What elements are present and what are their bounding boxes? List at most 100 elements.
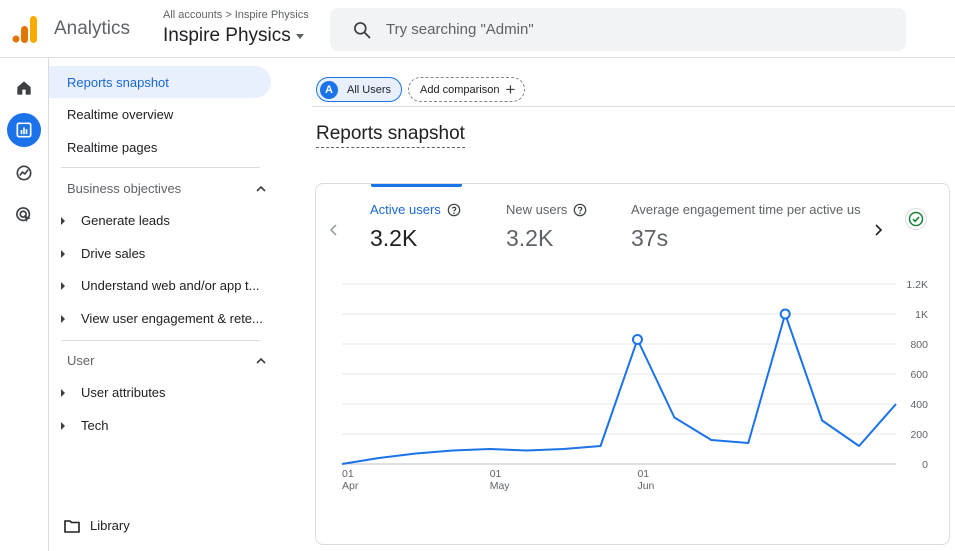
insights-check-badge[interactable] — [905, 208, 927, 230]
metric-value: 3.2K — [370, 225, 418, 251]
nav-realtime-overview[interactable]: Realtime overview — [49, 98, 271, 130]
metric-value: 3.2K — [506, 225, 554, 251]
home-icon — [17, 81, 31, 95]
rail-advertising-button[interactable] — [7, 198, 41, 232]
y-tick-label: 600 — [910, 369, 928, 381]
expand-triangle-icon — [61, 421, 65, 430]
chip-label: All Users — [347, 83, 392, 96]
rail-reports-button[interactable] — [7, 113, 41, 147]
nav-user-attributes[interactable]: User attributes — [61, 385, 271, 400]
y-tick-label: 200 — [910, 429, 928, 441]
all-users-chip[interactable]: A All Users — [316, 77, 402, 102]
analytics-logo-icon[interactable] — [12, 14, 38, 44]
library-link[interactable]: Library — [64, 518, 130, 533]
app-name: Analytics — [54, 18, 131, 39]
nav-item-label: Reports snapshot — [67, 74, 169, 90]
property-name: Inspire Physics — [163, 25, 291, 46]
nav-item-label: Drive sales — [81, 246, 146, 261]
breadcrumb-account[interactable]: Inspire Physics — [234, 9, 309, 21]
rail-explore-button[interactable] — [7, 156, 41, 190]
main-divider — [312, 106, 955, 107]
property-selector[interactable]: Inspire Physics — [163, 25, 304, 47]
sidebar-divider — [61, 340, 260, 341]
help-icon[interactable] — [447, 203, 461, 217]
nav-item-label: Realtime pages — [67, 139, 158, 155]
breadcrumb-root[interactable]: All accounts — [163, 9, 223, 21]
metric-label: New users — [506, 202, 568, 217]
folder-icon — [64, 519, 80, 533]
nav-realtime-pages[interactable]: Realtime pages — [49, 131, 271, 163]
chevron-up-icon — [256, 185, 266, 192]
nav-reports-snapshot[interactable]: Reports snapshot — [49, 66, 271, 98]
y-tick-label: 0 — [922, 459, 928, 471]
overview-card: Active users 3.2K New users 3.2K Average… — [315, 183, 950, 545]
chart-y-ticks: 0 200 400 600 800 1K 1.2K — [906, 279, 928, 471]
section-user[interactable]: User — [67, 353, 267, 368]
search-icon — [354, 21, 371, 38]
x-tick-day-label: 01 — [490, 468, 502, 480]
top-app-bar: Analytics All accounts > Inspire Physics I… — [0, 0, 955, 58]
check-circle-icon — [908, 211, 924, 227]
metric-tab-active-users[interactable]: Active users 3.2K — [370, 202, 461, 252]
expand-triangle-icon — [61, 388, 65, 397]
chevron-up-icon — [256, 357, 266, 364]
breadcrumb-separator: > — [225, 9, 232, 21]
metric-value: 37s — [631, 225, 669, 251]
x-tick-month-label: Jun — [637, 480, 654, 492]
active-tab-indicator — [371, 184, 462, 187]
metric-label: Active users — [370, 202, 441, 217]
nav-item-label: View user engagement & rete... — [81, 311, 263, 326]
nav-item-label: User attributes — [81, 385, 166, 400]
nav-user-engagement[interactable]: View user engagement & rete... — [61, 311, 271, 326]
advertising-icon — [16, 207, 31, 223]
y-tick-label: 400 — [910, 399, 928, 411]
section-title: User — [67, 353, 95, 368]
expand-triangle-icon — [61, 216, 65, 225]
add-comparison-button[interactable]: Add comparison + — [408, 77, 525, 102]
x-tick-day-label: 01 — [637, 468, 649, 480]
y-tick-label: 1K — [915, 309, 928, 321]
rail-home-button[interactable] — [7, 71, 41, 105]
chevron-right-icon[interactable] — [872, 222, 886, 238]
x-tick-month-label: May — [490, 480, 511, 492]
section-title: Business objectives — [67, 181, 182, 196]
y-tick-label: 800 — [910, 339, 928, 351]
account-breadcrumb[interactable]: All accounts > Inspire Physics — [163, 9, 309, 21]
expand-triangle-icon — [61, 314, 65, 323]
help-icon[interactable] — [573, 203, 587, 217]
chevron-left-icon[interactable] — [326, 222, 340, 238]
library-label: Library — [90, 518, 130, 533]
expand-triangle-icon — [61, 249, 65, 258]
reports-icon — [16, 122, 32, 138]
sidebar-divider — [61, 167, 260, 168]
nav-drive-sales[interactable]: Drive sales — [61, 246, 271, 261]
add-comparison-label: Add comparison — [420, 83, 500, 96]
section-business-objectives[interactable]: Business objectives — [67, 181, 267, 196]
chart-points — [631, 308, 791, 345]
caret-down-icon — [295, 33, 304, 39]
nav-item-label: Generate leads — [81, 213, 170, 228]
x-tick-day-label: 01 — [342, 468, 354, 480]
data-point-marker[interactable] — [779, 308, 791, 320]
search-bar[interactable] — [330, 8, 906, 51]
navigation-rail — [0, 58, 49, 551]
nav-understand-traffic[interactable]: Understand web and/or app t... — [61, 278, 271, 293]
data-point-marker[interactable] — [631, 334, 643, 345]
nav-tech[interactable]: Tech — [61, 418, 271, 433]
reports-sidebar: Reports snapshot Realtime overview Realt… — [49, 58, 289, 551]
explore-icon — [16, 165, 32, 181]
series-line-active-users — [341, 313, 897, 465]
chart-gridlines — [342, 283, 896, 465]
nav-item-label: Understand web and/or app t... — [81, 278, 260, 293]
nav-generate-leads[interactable]: Generate leads — [61, 213, 271, 228]
search-input[interactable] — [386, 21, 866, 38]
nav-item-label: Tech — [81, 418, 109, 433]
metric-tab-new-users[interactable]: New users 3.2K — [506, 202, 587, 252]
y-tick-label: 1.2K — [906, 279, 928, 291]
metric-tab-avg-engagement[interactable]: Average engagement time per active us 37… — [631, 202, 865, 252]
metric-label: Average engagement time per active us — [631, 202, 861, 217]
nav-item-label: Realtime overview — [67, 106, 174, 122]
x-tick-month-label: Apr — [342, 480, 359, 492]
